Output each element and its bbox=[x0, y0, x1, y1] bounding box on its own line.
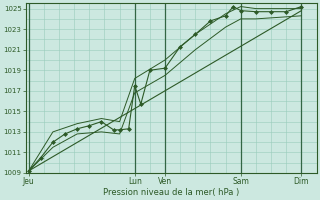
X-axis label: Pression niveau de la mer( hPa ): Pression niveau de la mer( hPa ) bbox=[103, 188, 239, 197]
